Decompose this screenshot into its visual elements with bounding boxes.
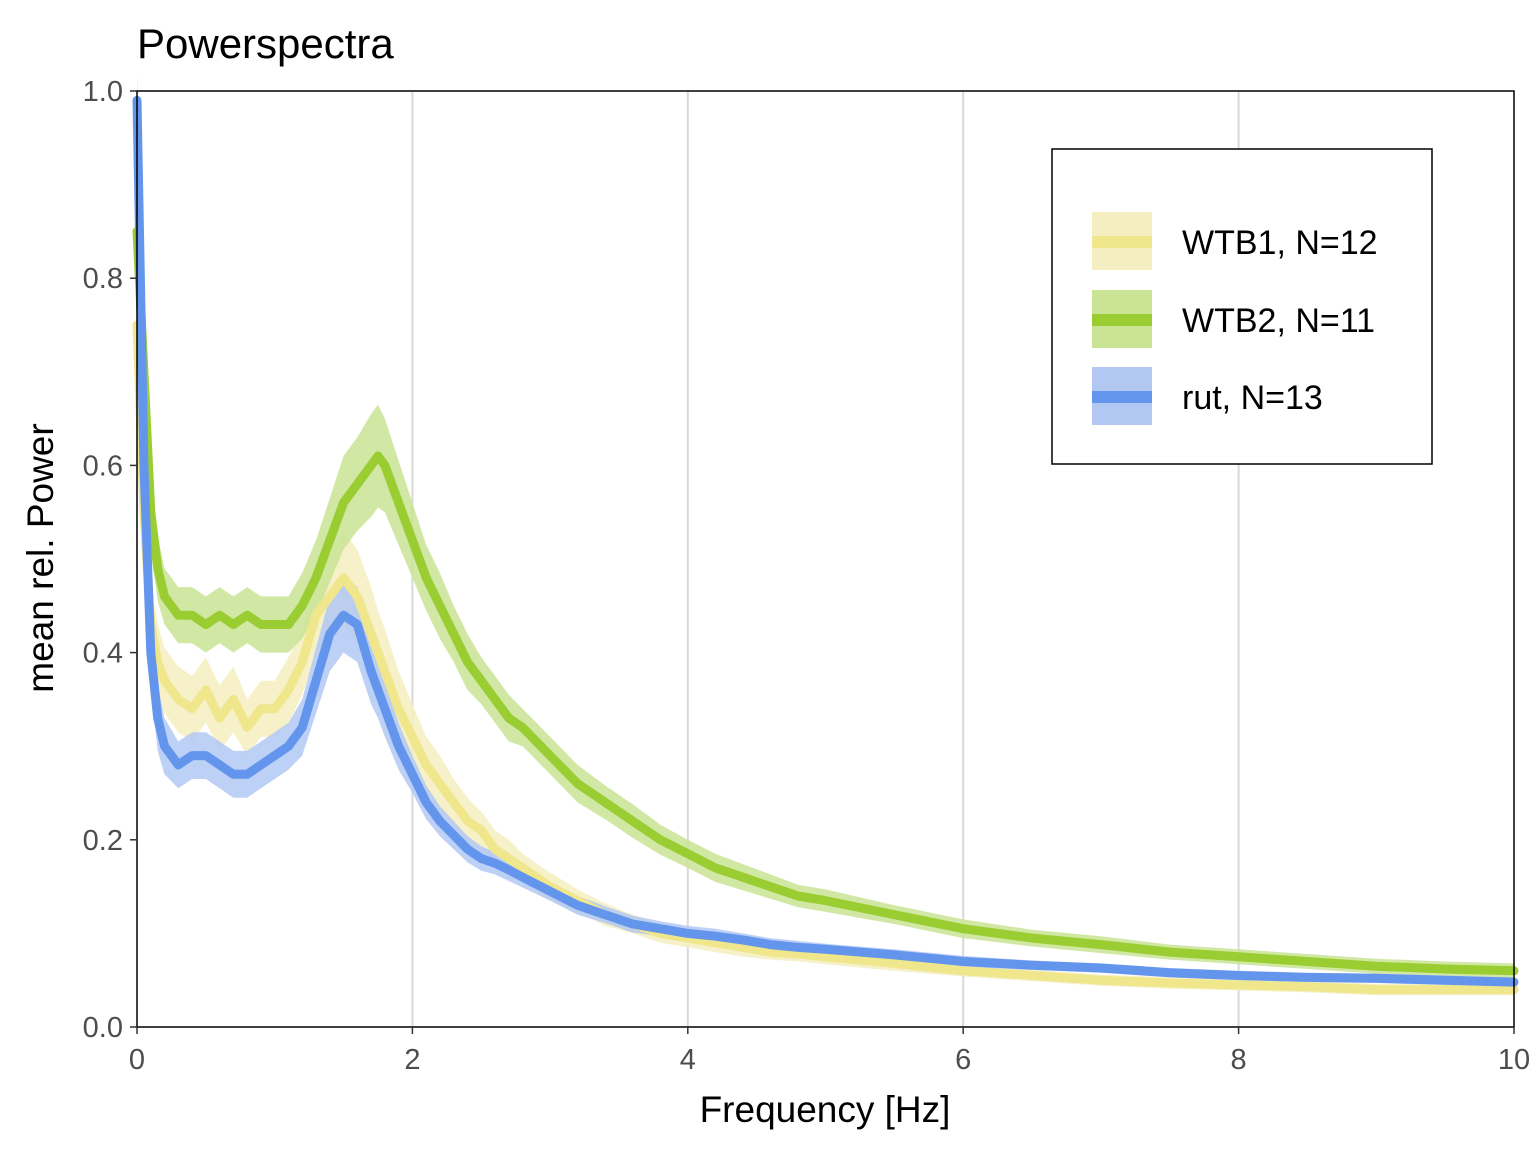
x-axis-ticks: 0 2 4 6 8 10 xyxy=(129,1027,1530,1076)
legend-label-0: WTB1, N=12 xyxy=(1182,224,1378,262)
x-tick-label: 4 xyxy=(680,1044,696,1076)
y-axis-ticks: 0.0 0.2 0.4 0.6 0.8 1.0 xyxy=(83,76,137,1044)
legend-key-line-0 xyxy=(1092,236,1152,248)
y-tick-label: 0.8 xyxy=(83,263,123,295)
y-tick-label: 0.0 xyxy=(83,1012,123,1044)
legend-key-line-2 xyxy=(1092,391,1152,403)
x-axis-label: Frequency [Hz] xyxy=(700,1089,951,1130)
series-line-2 xyxy=(132,95,1519,987)
legend: WTB1, N=12 WTB2, N=11 rut, N=13 xyxy=(1051,148,1433,465)
y-tick-label: 0.4 xyxy=(83,638,123,670)
x-tick-label: 6 xyxy=(955,1044,971,1076)
series-line-1 xyxy=(132,226,1519,976)
y-tick-label: 0.6 xyxy=(83,450,123,482)
series-lines xyxy=(132,95,1519,995)
series-line-0 xyxy=(132,320,1519,995)
x-tick-label: 2 xyxy=(404,1044,420,1076)
y-tick-label: 0.2 xyxy=(83,825,123,857)
x-tick-label: 10 xyxy=(1498,1044,1530,1076)
legend-label-2: rut, N=13 xyxy=(1182,379,1323,417)
chart-title: Powerspectra xyxy=(137,20,394,67)
legend-key-line-1 xyxy=(1092,314,1152,326)
legend-label-1: WTB2, N=11 xyxy=(1182,302,1375,340)
confidence-bands xyxy=(137,72,1514,996)
x-tick-label: 8 xyxy=(1231,1044,1247,1076)
y-axis-label: mean rel. Power xyxy=(20,423,61,692)
y-tick-label: 1.0 xyxy=(83,76,123,108)
series-band-0 xyxy=(137,287,1514,996)
x-tick-label: 0 xyxy=(129,1044,145,1076)
plot-frame xyxy=(136,90,1515,1028)
